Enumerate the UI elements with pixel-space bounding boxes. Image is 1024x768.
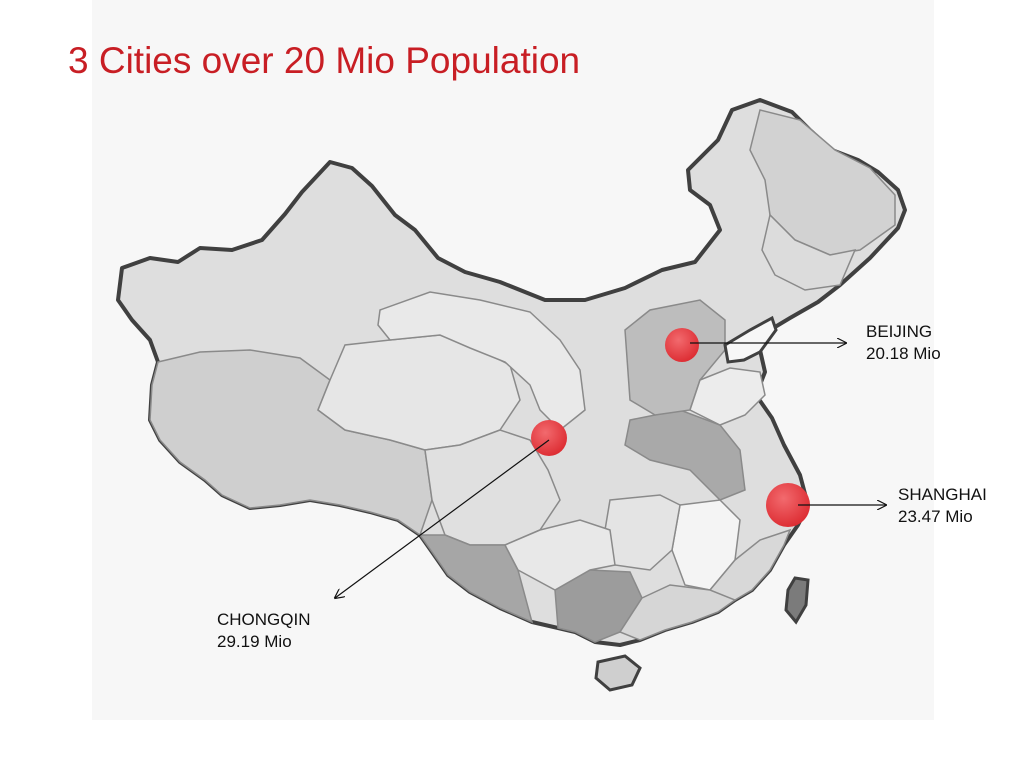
region-guangdong [618, 584, 737, 641]
beijing-name: BEIJING [866, 322, 933, 341]
beijing-label: BEIJING 20.18 Mio [866, 321, 941, 365]
region-gansu [377, 291, 586, 432]
hainan-island [594, 654, 642, 692]
taiwan-island [784, 576, 810, 625]
shanghai-name: SHANGHAI [898, 485, 987, 504]
shanghai-population: 23.47 Mio [898, 507, 973, 526]
chongqin-population: 29.19 Mio [217, 632, 292, 651]
region-tibet [149, 349, 433, 537]
slide-title: 3 Cities over 20 Mio Population [68, 40, 581, 81]
chongqin-label: CHONGQIN 29.19 Mio [217, 609, 311, 653]
beijing-population: 20.18 Mio [866, 344, 941, 363]
region-shandong [689, 367, 766, 426]
bohai-sea [723, 315, 778, 364]
shanghai-label: SHANGHAI 23.47 Mio [898, 484, 987, 528]
chongqin-marker [531, 420, 567, 456]
region-heilongjiang [749, 109, 896, 256]
chongqin-arrow [335, 439, 550, 598]
region-yunnan [418, 534, 534, 624]
chongqin-name: CHONGQIN [217, 610, 311, 629]
shanghai-marker [766, 483, 810, 527]
region-jilin [761, 213, 857, 291]
region-sichuan [424, 429, 561, 546]
region-henan [624, 409, 746, 501]
region-guizhou [503, 519, 616, 591]
beijing-marker [665, 328, 699, 362]
